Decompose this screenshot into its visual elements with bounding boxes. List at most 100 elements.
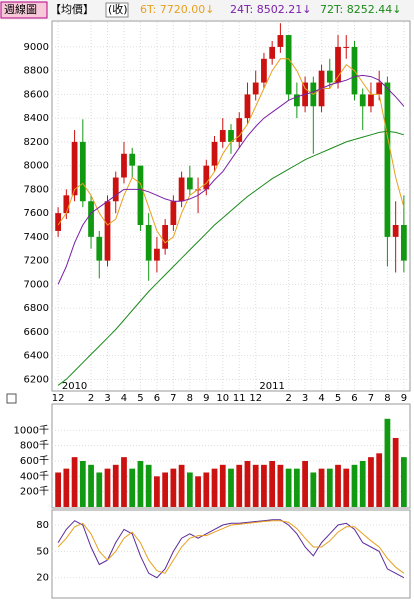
volume-bar [252,464,259,507]
year-label: 2011 [259,381,284,392]
volume-bar [112,464,119,507]
x-tick-label: 8 [187,393,193,404]
candle-body [96,236,103,261]
volume-bar [359,460,366,507]
x-tick-label: 12 [52,393,65,404]
ma-line [57,74,405,285]
x-tick-label: 8 [384,393,390,404]
y-tick-label: 8400 [24,113,49,124]
x-tick-label: 11 [233,393,246,404]
x-tick-label: 2 [88,393,94,404]
x-tick-label: 4 [318,393,324,404]
candle-body [335,46,341,83]
y-tick-label: 400千 [20,470,49,482]
x-tick-label: 7 [368,393,374,404]
x-tick-label: 5 [137,393,143,404]
volume-bar [88,464,94,507]
candle-body [343,46,350,48]
y-tick-label: 80 [36,520,49,531]
legend-entry: 72T: 8252.44↓ [320,3,401,16]
y-tick-label: 7800 [24,184,49,195]
candle-body [236,118,243,142]
y-tick-label: 6200 [24,374,49,385]
ma-line [57,58,405,244]
volume-bar [261,464,267,507]
candle-body [261,58,267,83]
stoch-panel [51,509,411,599]
candle-body [384,82,391,237]
x-tick-label: 9 [401,393,407,404]
candle-body [79,141,86,202]
volume-bar [55,472,61,507]
candle-body [154,248,160,261]
x-tick-label: 6 [351,393,357,404]
x-tick-label: 2 [285,393,291,404]
candle-body [55,213,61,231]
volume-bar [186,472,193,507]
subtitle: 【均價】 [50,2,94,16]
candle-body [88,201,94,237]
y-tick-label: 8000 [24,161,49,172]
legend-entry: 6T: 7720.00↓ [140,3,214,16]
volume-bar [211,468,218,507]
x-tick-label: 12 [249,393,262,404]
volume-bar [145,464,152,507]
candle-body [203,165,210,190]
x-tick-label: 10 [216,393,229,404]
volume-bar [384,418,391,507]
volume-panel [51,403,411,509]
volume-bar [269,460,276,507]
volume-bar [236,464,243,507]
volume-bar [392,437,399,507]
x-tick-label: 4 [121,393,127,404]
y-tick-label: 6800 [24,303,49,314]
volume-bar [343,468,350,507]
candle-body [244,94,251,119]
candle-body [137,165,144,225]
volume-bar [154,476,160,507]
candle-body [63,195,70,214]
candle-body [293,94,300,107]
y-tick-label: 800千 [20,440,49,452]
stoch-line [57,520,405,574]
candle-body [129,153,136,166]
basis-box[interactable] [105,2,129,18]
candle-body [112,177,119,202]
candle-body [121,153,127,178]
y-tick-label: 20 [36,573,49,584]
chart-title: 週線圖 [4,2,37,16]
volume-bar [104,468,111,507]
candle-body [269,46,276,59]
volume-bar [293,468,300,507]
candle-body [211,141,218,166]
volume-bar [96,472,103,507]
checkbox[interactable] [6,393,17,404]
candle-body [219,130,226,142]
candle-body [401,224,407,261]
y-tick-label: 9000 [24,42,49,53]
x-tick-label: 3 [302,393,308,404]
x-tick-label: 6 [154,393,160,404]
volume-bar [71,457,78,507]
volume-bar [195,476,201,507]
ma-line [57,130,405,386]
candle-body [252,82,259,95]
candle-body [178,177,185,202]
volume-bar [368,457,374,507]
candle-body [170,201,177,225]
y-tick-label: 7600 [24,208,49,219]
volume-bar [302,460,308,507]
candle-body [186,177,193,190]
y-tick-label: 7200 [24,256,49,267]
volume-bar [318,468,325,507]
x-tick-label: 3 [104,393,110,404]
y-tick-label: 7400 [24,232,49,243]
volume-bar [277,464,284,507]
volume-bar [244,460,251,507]
y-tick-label: 200千 [20,486,49,498]
y-tick-label: 8200 [24,137,49,148]
volume-bar [137,460,144,507]
volume-bar [121,457,127,507]
